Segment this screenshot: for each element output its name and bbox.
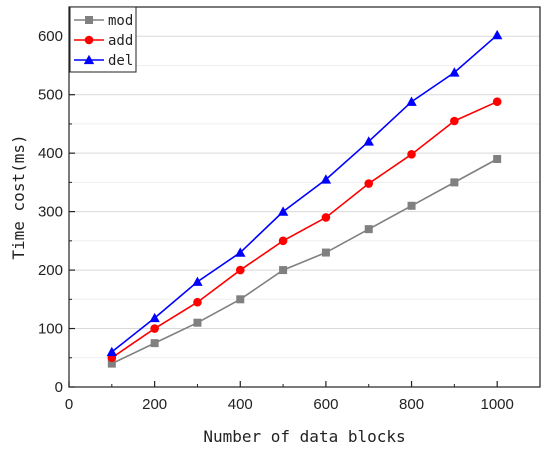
y-tick-label: 500 — [38, 87, 63, 104]
data-point-mod — [321, 248, 330, 257]
data-point-del — [320, 174, 332, 184]
y-tick-label: 300 — [38, 204, 63, 221]
data-point-del — [192, 276, 203, 286]
data-point-del — [406, 96, 417, 106]
data-point-mod — [450, 178, 459, 187]
y-tick-label: 600 — [38, 28, 63, 45]
series-mod — [107, 155, 502, 368]
series-line-add — [111, 100, 498, 359]
data-point-mod — [150, 339, 159, 348]
data-point-del — [491, 29, 503, 40]
data-point-mod — [279, 266, 288, 275]
data-point-del — [449, 67, 460, 77]
series-layer — [106, 29, 503, 368]
legend-marker-add — [84, 35, 94, 45]
data-point-mod — [493, 155, 502, 163]
x-tick-label: 400 — [228, 396, 253, 413]
x-tick-label: 200 — [142, 396, 167, 413]
x-tick-label: 800 — [399, 396, 424, 413]
legend-marker-mod — [85, 16, 93, 24]
data-point-add — [450, 116, 459, 126]
x-tick-label: 0 — [65, 396, 73, 413]
legend-label-del: del — [108, 53, 133, 69]
data-point-add — [278, 236, 288, 246]
grid-lines — [69, 35, 540, 359]
plot-frame — [68, 6, 541, 388]
series-add — [107, 97, 502, 363]
series-line-mod — [111, 158, 498, 365]
data-point-add — [321, 213, 331, 222]
data-point-add — [407, 150, 416, 159]
data-point-add — [193, 297, 202, 307]
data-point-mod — [407, 201, 416, 210]
legend: mod add del — [69, 6, 137, 73]
x-tick-label: 1000 — [480, 396, 513, 413]
axes: 0 200 400 600 800 1000 0 100 200 300 400 500 600 — [38, 6, 541, 413]
data-point-add — [150, 324, 159, 333]
data-point-mod — [193, 318, 202, 327]
data-point-del — [106, 346, 118, 357]
series-del — [106, 29, 503, 357]
legend-label-mod: mod — [108, 13, 133, 29]
y-tick-label: 100 — [38, 321, 63, 338]
data-point-del — [277, 206, 289, 216]
data-point-del — [235, 247, 246, 257]
y-axis-title: Time cost(ms) — [9, 134, 28, 259]
y-tick-label: 200 — [38, 262, 63, 279]
x-tick-label: 600 — [313, 396, 338, 413]
legend-marker-del — [83, 54, 95, 65]
data-point-mod — [364, 225, 373, 234]
data-point-mod — [107, 359, 116, 368]
legend-label-add: add — [108, 33, 133, 49]
data-point-del — [149, 312, 160, 323]
data-point-add — [235, 265, 245, 275]
x-axis-title: Number of data blocks — [203, 427, 405, 446]
data-point-del — [363, 136, 374, 146]
series-line-del — [111, 34, 498, 353]
data-point-mod — [236, 295, 245, 304]
y-tick-label: 0 — [55, 379, 63, 396]
data-point-add — [364, 179, 374, 188]
data-point-add — [492, 97, 502, 107]
y-tick-label: 400 — [38, 145, 63, 162]
